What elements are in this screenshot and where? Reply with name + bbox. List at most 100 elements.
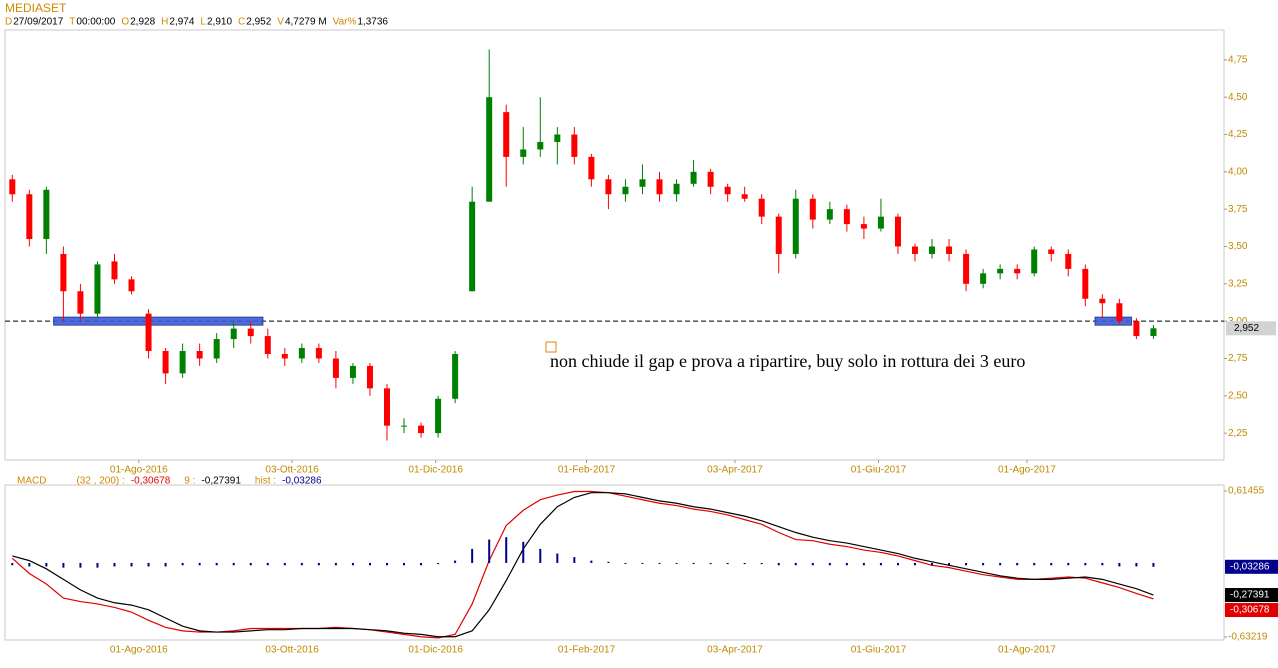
hist-bar (879, 562, 882, 566)
annotation-marker (545, 341, 557, 353)
candle-body (605, 179, 612, 195)
candle-body (486, 97, 493, 202)
x-tick-label: 03-Apr-2017 (707, 645, 763, 656)
hist-bar (692, 562, 695, 565)
candle-body (843, 209, 850, 225)
price-panel (4, 29, 1225, 461)
zone (1094, 316, 1133, 326)
candle-body (588, 156, 595, 180)
candle-body (77, 291, 84, 314)
candle-body (349, 365, 356, 378)
info-key: L (200, 17, 206, 28)
annotation: non chiude il gap e prova a ripartire, b… (550, 351, 1025, 371)
x-tick-label: 01-Ago-2016 (110, 645, 168, 656)
candle-body (128, 279, 135, 292)
candle-body (860, 224, 867, 229)
candle-body (911, 246, 918, 254)
y-tick-label: 3,75 (1228, 204, 1248, 215)
y-tick-label: 2,50 (1228, 390, 1248, 401)
x-tick-label: 01-Feb-2017 (558, 645, 616, 656)
macd-panel (4, 484, 1225, 641)
candle-body (332, 358, 339, 378)
candle-body (469, 201, 476, 292)
hist-bar (198, 562, 201, 566)
y-tick-label: 2,75 (1228, 353, 1248, 364)
info-key: H (161, 17, 168, 28)
info-value: 4,7279 M (285, 17, 327, 28)
info-value: 27/09/2017 (13, 17, 63, 28)
info-key: O (121, 17, 129, 28)
legend-name: hist : (255, 476, 276, 487)
candle-body (298, 348, 305, 359)
candle-body (94, 264, 101, 314)
candle-body (9, 179, 16, 195)
legend-value: -0,27391 (201, 476, 241, 487)
y-tick-label: 2,25 (1228, 428, 1248, 439)
hist-bar (948, 562, 951, 566)
x-tick-label: 01-Giu-2017 (851, 465, 907, 476)
hist-bar (590, 560, 593, 563)
legend-title: MACD (17, 476, 46, 487)
hist-bar (164, 562, 167, 567)
y-tick-label: -0,63219 (1228, 632, 1268, 643)
candle-body (741, 194, 748, 199)
hist-bar (675, 562, 678, 564)
hist-bar (232, 562, 235, 566)
hist-bar (130, 562, 133, 567)
info-key: Var% (333, 17, 357, 28)
hist-bar (45, 562, 48, 567)
hist-bar (437, 562, 440, 565)
hist-bar (624, 562, 627, 564)
candle-body (1133, 321, 1140, 337)
info-value: 2,974 (169, 17, 194, 28)
hist-bar (1118, 562, 1121, 567)
x-tick-label: 01-Ago-2017 (998, 465, 1056, 476)
candle-body (1065, 253, 1072, 269)
info-key: C (238, 17, 245, 28)
hist-bar (96, 562, 99, 568)
hist-bar (215, 562, 218, 566)
hist-bar (300, 562, 303, 566)
hist-bar (1033, 562, 1036, 566)
info-key: T (69, 17, 75, 28)
candle-body (1150, 328, 1157, 337)
hist-bar (471, 548, 474, 563)
candle-body (230, 328, 237, 340)
legend-name: 9 : (184, 476, 195, 487)
candle-body (758, 198, 765, 217)
x-tick-label: 01-Dic-2016 (408, 465, 463, 476)
y-tick-label: 4,00 (1228, 166, 1248, 177)
hist-bar (1084, 562, 1087, 566)
hist-bar (181, 562, 184, 566)
candle-body (809, 198, 816, 220)
hist-bar (828, 562, 831, 566)
hist-bar (777, 562, 780, 566)
candle-body (503, 112, 510, 157)
candle-body (43, 189, 50, 240)
legend-value: -0,03286 (282, 476, 322, 487)
info-value: 1,3736 (357, 17, 388, 28)
hist-bar (11, 562, 14, 566)
hist-bar (965, 562, 968, 566)
hist-bar (1067, 562, 1070, 566)
candle-body (366, 365, 373, 389)
hist-bar (62, 562, 65, 568)
candle-body (946, 246, 953, 254)
candle-body (792, 198, 799, 254)
value-badge-label: -0,03286 (1230, 561, 1270, 572)
info-value: 2,952 (246, 17, 271, 28)
hist-bar (368, 562, 371, 566)
hist-bar (334, 562, 337, 566)
value-badge-label: -0,30678 (1230, 605, 1270, 616)
candle-body (537, 141, 544, 150)
hist-bar (386, 562, 389, 566)
hist-bar (505, 537, 508, 563)
candle-body (571, 134, 578, 157)
hist-bar (79, 562, 82, 568)
candle-body (894, 216, 901, 247)
hist-bar (1101, 562, 1104, 566)
candle-body (435, 398, 442, 434)
candle-body (826, 209, 833, 220)
legend-name: (32 , 200) : (76, 476, 124, 487)
legend-value: -0,30678 (131, 476, 171, 487)
